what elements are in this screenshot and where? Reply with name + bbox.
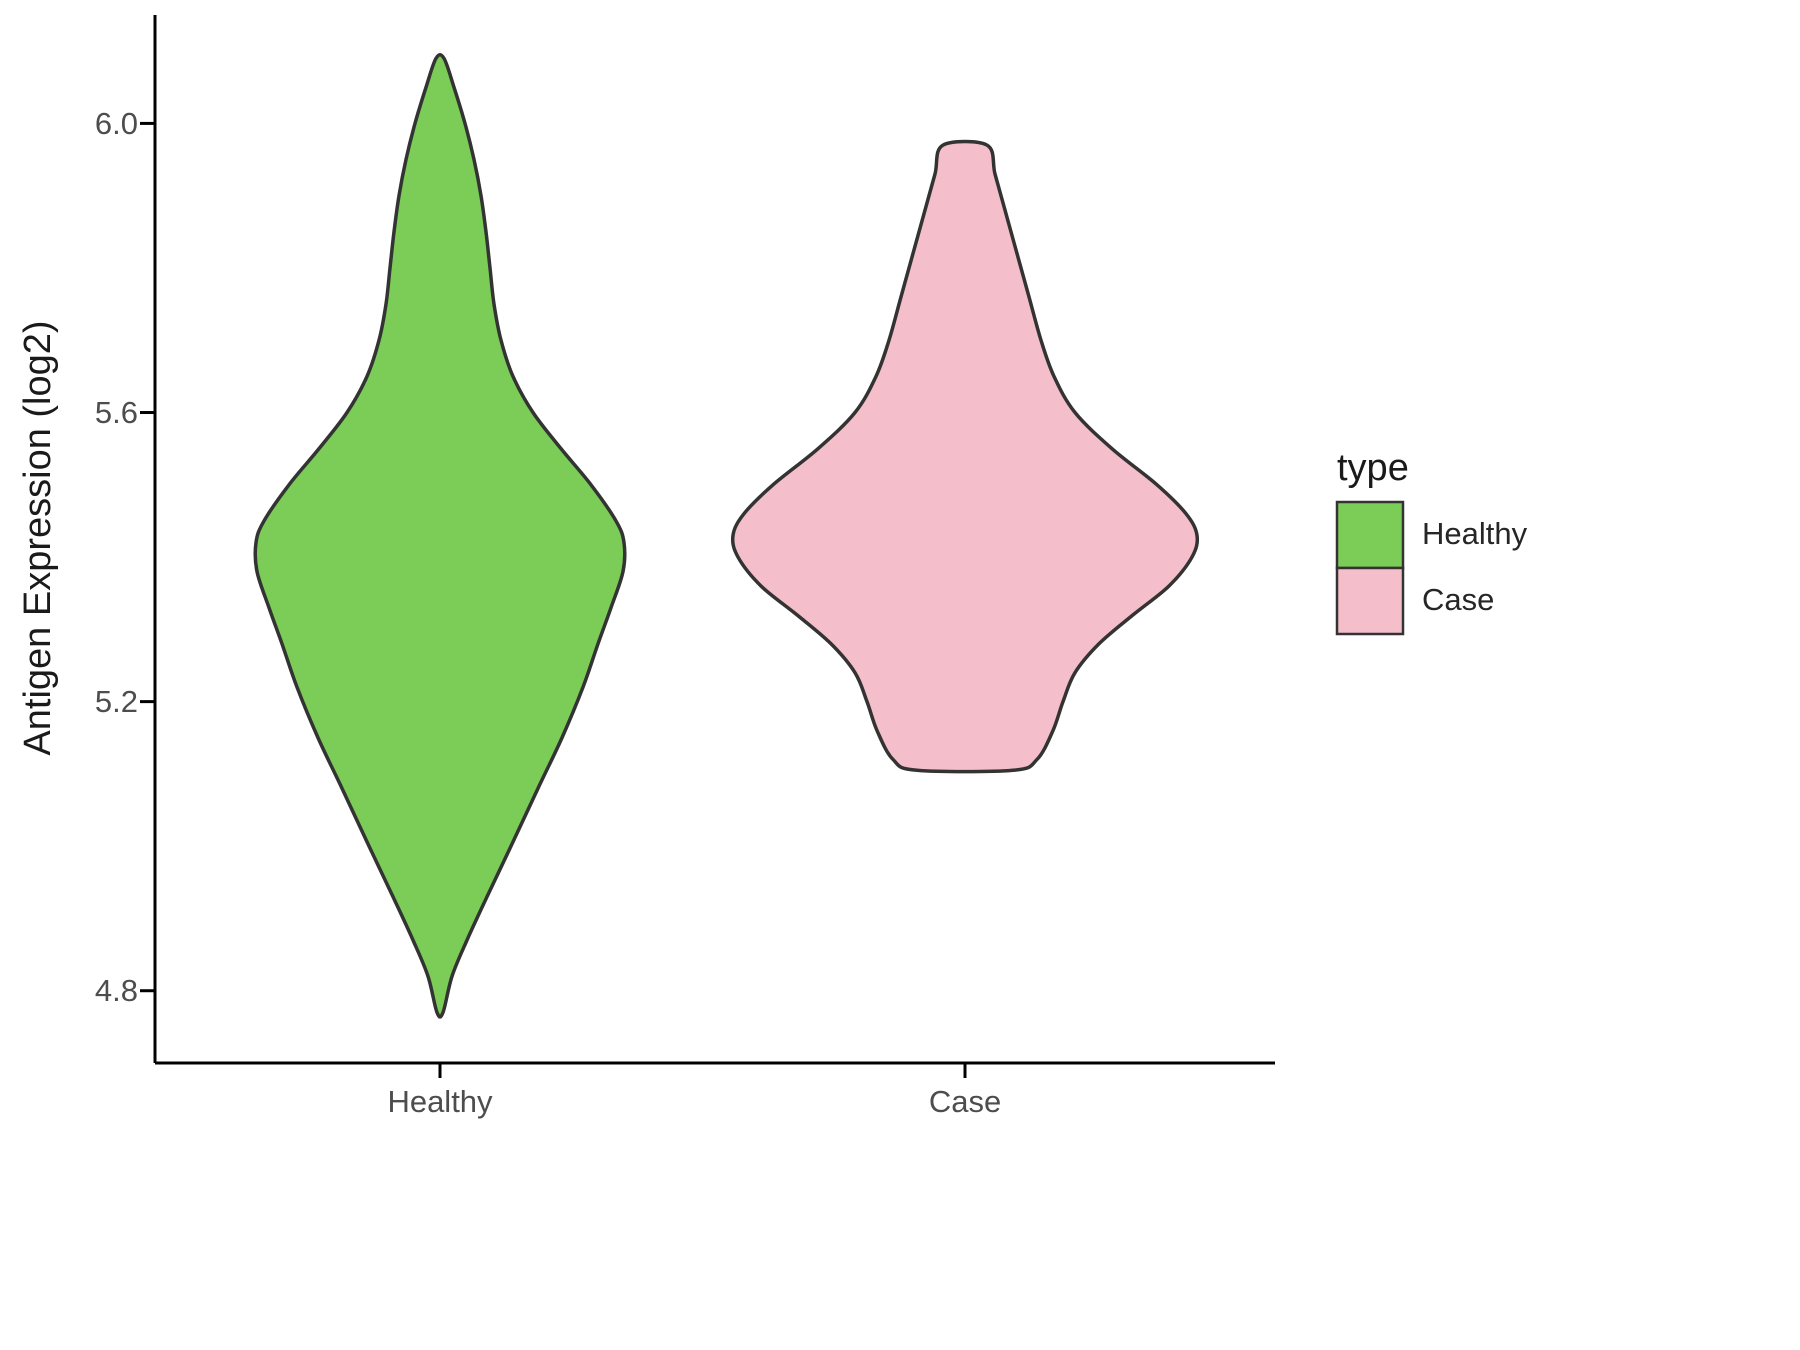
y-tick-label-5.2: 5.2 xyxy=(94,684,138,719)
violin-case xyxy=(730,139,1200,774)
y-tick-label-6.0: 6.0 xyxy=(94,106,138,141)
legend-key-healthy xyxy=(1335,500,1405,570)
x-category-label-healthy: Healthy xyxy=(387,1084,493,1119)
violin-healthy xyxy=(253,53,627,1019)
y-tick-label-5.6: 5.6 xyxy=(94,395,138,430)
y-tick-label-4.8: 4.8 xyxy=(94,973,138,1008)
legend-label-healthy: Healthy xyxy=(1422,516,1528,551)
legend-title: type xyxy=(1337,447,1409,489)
legend-key-case xyxy=(1335,566,1405,636)
x-category-label-case: Case xyxy=(928,1084,1002,1119)
legend-label-case: Case xyxy=(1422,582,1495,617)
y-axis-title: Antigen Expression (log2) xyxy=(17,320,59,756)
